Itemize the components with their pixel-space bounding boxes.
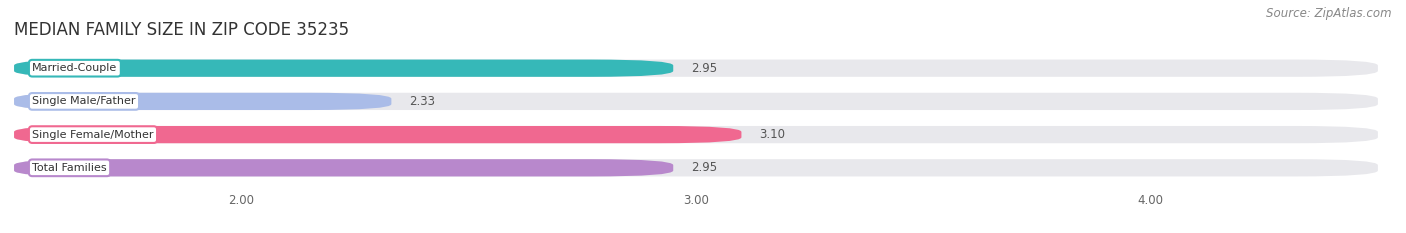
Text: 2.33: 2.33 xyxy=(409,95,436,108)
Text: 3.10: 3.10 xyxy=(759,128,786,141)
Text: MEDIAN FAMILY SIZE IN ZIP CODE 35235: MEDIAN FAMILY SIZE IN ZIP CODE 35235 xyxy=(14,21,349,39)
FancyBboxPatch shape xyxy=(14,159,673,176)
FancyBboxPatch shape xyxy=(14,93,391,110)
FancyBboxPatch shape xyxy=(14,93,1378,110)
Text: Source: ZipAtlas.com: Source: ZipAtlas.com xyxy=(1267,7,1392,20)
FancyBboxPatch shape xyxy=(14,126,1378,143)
Text: 2.95: 2.95 xyxy=(692,161,717,174)
FancyBboxPatch shape xyxy=(14,159,1378,176)
FancyBboxPatch shape xyxy=(14,126,741,143)
FancyBboxPatch shape xyxy=(14,60,1378,77)
Text: Total Families: Total Families xyxy=(32,163,107,173)
Text: Married-Couple: Married-Couple xyxy=(32,63,118,73)
Text: Single Male/Father: Single Male/Father xyxy=(32,96,136,106)
Text: Single Female/Mother: Single Female/Mother xyxy=(32,130,153,140)
FancyBboxPatch shape xyxy=(14,60,673,77)
Text: 2.95: 2.95 xyxy=(692,62,717,75)
